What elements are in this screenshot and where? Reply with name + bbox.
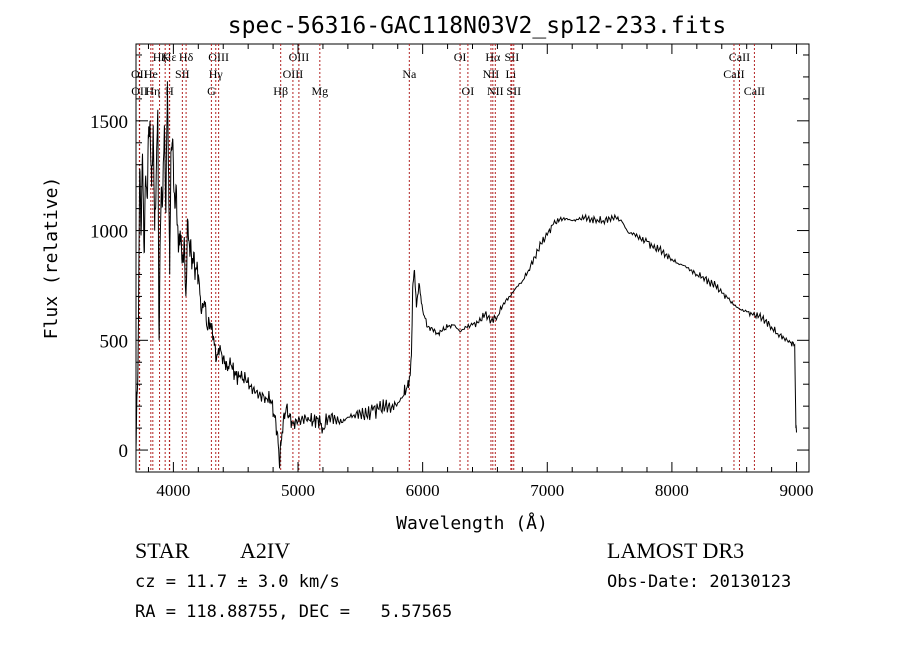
x-tick-label: 9000 [780, 481, 814, 500]
y-tick-label: 1500 [90, 112, 128, 133]
line-marker-label: OIII [208, 50, 229, 64]
x-tick-label: 8000 [655, 481, 689, 500]
x-axis-label: Wavelength (Å) [396, 512, 548, 534]
line-marker-label: Li [506, 67, 517, 81]
x-tick-label: 5000 [281, 481, 315, 500]
line-marker-label: CaII [723, 67, 744, 81]
redshift-value: cz = 11.7 ± 3.0 km/s [135, 572, 340, 592]
line-marker-label: SII [175, 67, 190, 81]
line-marker-label: Mg [311, 84, 328, 98]
observation-date: Obs-Date: 20130123 [607, 572, 792, 592]
line-marker-label: OII [131, 84, 148, 98]
line-marker-label: Na [402, 67, 417, 81]
y-axis-label: Flux (relative) [41, 177, 62, 340]
plot-frame [135, 43, 810, 473]
line-marker-label: Hβ [273, 84, 288, 98]
line-marker-label: CaII [744, 84, 765, 98]
line-marker-label: NII [483, 67, 500, 81]
line-marker-label: SII [506, 84, 521, 98]
line-marker-label: Hζ [153, 50, 167, 64]
object-subclass: A2IV [240, 538, 291, 563]
line-marker-label: CaII [729, 50, 750, 64]
line-marker-label: H [165, 84, 174, 98]
line-marker-label: OIII [283, 67, 304, 81]
spectrum-line [135, 81, 797, 469]
y-tick-label: 500 [100, 331, 129, 352]
chart-title: spec-56316-GAC118N03V2_sp12-233.fits [228, 13, 727, 39]
line-marker-label: OI [462, 84, 475, 98]
line-marker-label: G [207, 84, 216, 98]
line-marker-label: OI [454, 50, 467, 64]
line-marker-label: Hγ [209, 67, 224, 81]
line-marker-label: K [161, 50, 170, 64]
y-tick-label: 0 [119, 441, 129, 462]
line-marker-label: Hα [485, 50, 501, 64]
line-marker-label: NII [487, 84, 504, 98]
x-tick-label: 6000 [406, 481, 440, 500]
object-class: STAR [135, 538, 190, 563]
coordinates: RA = 118.88755, DEC = 5.57565 [135, 602, 453, 622]
line-marker-label: He [144, 67, 158, 81]
line-marker-label: Hη [145, 84, 160, 98]
line-marker-label: SII [505, 50, 520, 64]
x-tick-label: 7000 [530, 481, 564, 500]
line-marker-label: Hδ [179, 50, 194, 64]
x-tick-label: 4000 [156, 481, 190, 500]
survey-name: LAMOST DR3 [607, 538, 745, 563]
axis-ticks: 4000 5000 6000 7000 8000 9000 0 500 1000 1500 [90, 44, 814, 500]
y-tick-label: 1000 [90, 222, 128, 243]
line-marker-label: OIII [289, 50, 310, 64]
